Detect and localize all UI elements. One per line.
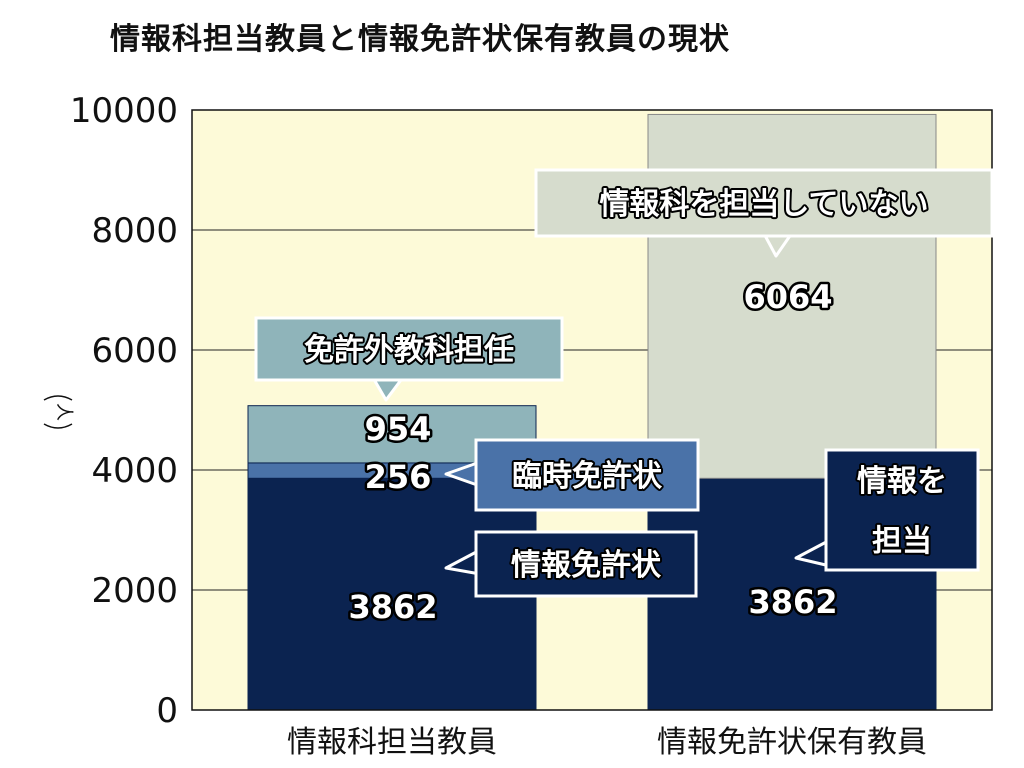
callout-label: 情報免許状 — [511, 548, 662, 583]
plot-frame — [191, 109, 993, 711]
x-category-label: 情報科担当教員 — [287, 725, 497, 760]
y-tick-label: 4000 — [91, 451, 178, 491]
data-label: 6064 — [743, 278, 832, 316]
callout-label: 情報を — [857, 464, 947, 499]
callout-label: 情報科を担当していない — [599, 187, 928, 222]
callout-box — [824, 448, 980, 572]
y-axis-unit-label: 人 — [53, 403, 74, 421]
callout-label: 免許外教科担任 — [304, 333, 514, 368]
y-tick-label: 6000 — [91, 331, 178, 371]
callout-box — [534, 168, 994, 238]
data-label: 954 — [365, 410, 432, 448]
data-label: 3862 — [748, 583, 837, 621]
y-tick-label: 2000 — [91, 571, 178, 611]
y-tick-label: 10000 — [70, 91, 178, 131]
chart-title: 情報科担当教員と情報免許状保有教員の現状 — [110, 22, 730, 57]
unit-paren-top — [43, 395, 73, 401]
y-tick-label: 0 — [156, 691, 178, 731]
callout-label: 担当 — [872, 524, 932, 559]
callout-box — [474, 438, 700, 512]
data-label: 3862 — [348, 588, 437, 626]
data-label: 256 — [365, 458, 432, 496]
callout-box — [254, 316, 564, 382]
callout-box — [474, 530, 698, 598]
y-tick-label: 8000 — [91, 211, 178, 251]
x-category-label: 情報免許状保有教員 — [657, 725, 927, 760]
callout-label: 臨時免許状 — [512, 459, 663, 494]
unit-paren-bottom — [43, 423, 73, 429]
